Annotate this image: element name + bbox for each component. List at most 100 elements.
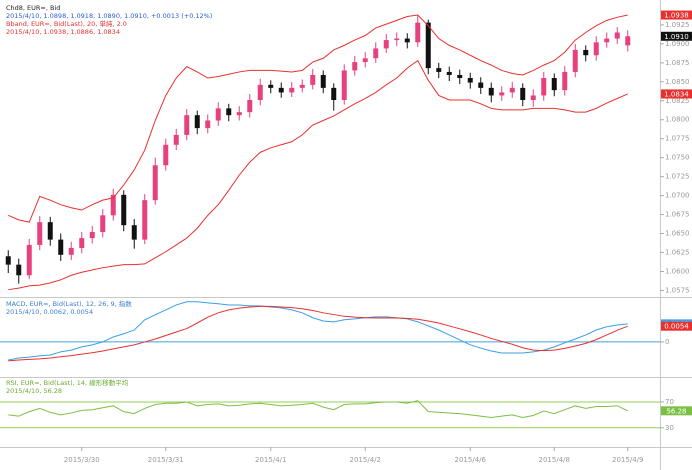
- indicator-line: [8, 14, 628, 223]
- candle-body: [37, 222, 43, 245]
- candle-body: [509, 87, 515, 93]
- candle-body: [341, 70, 347, 101]
- candle-body: [625, 36, 631, 46]
- y-tick-label: 1.0925: [665, 21, 690, 29]
- candle-body: [551, 78, 557, 91]
- value-badge: [661, 406, 692, 416]
- y-tick-label: 1.0800: [665, 116, 690, 124]
- candle-body: [184, 115, 190, 135]
- candle-body: [331, 87, 337, 101]
- value-badge-label: 1.0938: [664, 12, 689, 20]
- y-tick-label: 1.0600: [665, 267, 690, 275]
- candle-body: [247, 100, 253, 113]
- candle-body: [236, 112, 242, 116]
- y-tick-label: 30: [665, 424, 674, 432]
- candle-body: [5, 256, 11, 265]
- candle-body: [499, 92, 505, 96]
- x-tick-label: 2015/3/31: [148, 456, 184, 464]
- y-tick-label: 1.0700: [665, 192, 690, 200]
- candle-body: [278, 87, 284, 93]
- x-tick-label: 2015/4/6: [455, 456, 487, 464]
- y-tick-label: 1.0650: [665, 230, 690, 238]
- candle-body: [257, 84, 263, 101]
- value-badge-label: 0.0054: [664, 323, 689, 331]
- candle-body: [26, 244, 32, 276]
- y-tick-label: 1.0775: [665, 135, 690, 143]
- candle-body: [383, 40, 389, 49]
- x-tick-label: 2015/4/2: [350, 456, 381, 464]
- indicator-line: [8, 301, 628, 361]
- indicator-title: MACD, EUR=, Bid(Last), 12, 26, 9, 指数: [6, 299, 132, 308]
- candle-body: [572, 49, 578, 72]
- candle-body: [404, 38, 410, 43]
- y-tick-label: 1.0575: [665, 286, 690, 294]
- candle-body: [362, 58, 368, 63]
- candle-body: [446, 71, 452, 75]
- candle-body: [16, 264, 22, 276]
- candle-body: [541, 78, 547, 96]
- indicator-subtitle: 2015/4/10, 0.0062, 0.0054: [6, 308, 93, 316]
- chart-subtitle: 2015/4/10, 1.0898, 1.0918, 1.0890, 1.091…: [6, 12, 212, 20]
- candle-body: [530, 95, 536, 101]
- candle-body: [215, 108, 221, 121]
- candle-body: [226, 108, 232, 116]
- candle-body: [583, 49, 589, 56]
- x-tick-label: 2015/3/30: [64, 456, 100, 464]
- candle-body: [89, 232, 95, 239]
- indicator-line: [8, 59, 628, 291]
- x-tick-label: 2015/4/1: [255, 456, 286, 464]
- candle-body: [425, 22, 431, 69]
- candle-body: [173, 134, 179, 145]
- y-tick-label: 1.0750: [665, 154, 690, 162]
- candle-body: [68, 247, 74, 255]
- x-tick-label: 2015/4/9: [612, 456, 643, 464]
- value-badge-label: 1.0910: [664, 33, 689, 41]
- y-tick-label: 1.0875: [665, 59, 690, 67]
- value-badge: [661, 10, 692, 20]
- candle-body: [47, 222, 53, 240]
- value-badge: [661, 31, 692, 41]
- plot-layer: 1.0575 1.0600 1.0625 1.0650 1.0675 1.0700 1.07…: [0, 10, 692, 464]
- indicator-line: [8, 305, 628, 362]
- candle-body: [467, 78, 473, 83]
- candle-body: [205, 120, 211, 129]
- candle-body: [373, 48, 379, 59]
- candle-body: [436, 68, 442, 72]
- candle-body: [299, 84, 305, 88]
- y-tick-label: 1.0675: [665, 211, 690, 219]
- indicator-line: [8, 400, 628, 418]
- candle-body: [131, 225, 137, 240]
- y-tick-label: 1.0625: [665, 249, 690, 257]
- candle-body: [457, 74, 463, 79]
- candle-body: [310, 74, 316, 85]
- value-badge-label: 56.28: [666, 407, 686, 415]
- y-tick-label: 70: [665, 398, 674, 406]
- candle-body: [604, 38, 610, 43]
- candle-body: [478, 82, 484, 88]
- chart-title: Chd8, EUR=, Bid: [6, 4, 60, 12]
- indicator-title: Bband, EUR=, Bid(Last), 20, 単純, 2.0: [6, 19, 127, 28]
- candle-body: [121, 194, 127, 226]
- candle-body: [268, 84, 274, 88]
- candle-body: [593, 42, 599, 56]
- candle-body: [562, 71, 568, 91]
- candle-body: [142, 200, 148, 240]
- candle-body: [110, 194, 116, 216]
- y-tick-label: 1.0725: [665, 173, 690, 181]
- value-badge: [661, 89, 692, 99]
- y-tick-label: 1.0900: [665, 40, 690, 48]
- y-tick-label: 1.0825: [665, 97, 690, 105]
- indicator-title: RSI, EUR=, Bid(Last), 14, 線形移動平均: [6, 378, 129, 387]
- value-badge-label: 1.0834: [664, 90, 689, 98]
- candle-body: [352, 62, 358, 71]
- y-tick-label: 0: [665, 338, 669, 346]
- candle-body: [79, 238, 85, 248]
- candle-body: [614, 32, 620, 39]
- candle-body: [488, 87, 494, 96]
- value-badge: [661, 321, 692, 331]
- x-tick-label: 2015/4/8: [539, 456, 570, 464]
- candle-body: [58, 239, 64, 255]
- candle-body: [520, 87, 526, 101]
- candle-body: [320, 74, 326, 88]
